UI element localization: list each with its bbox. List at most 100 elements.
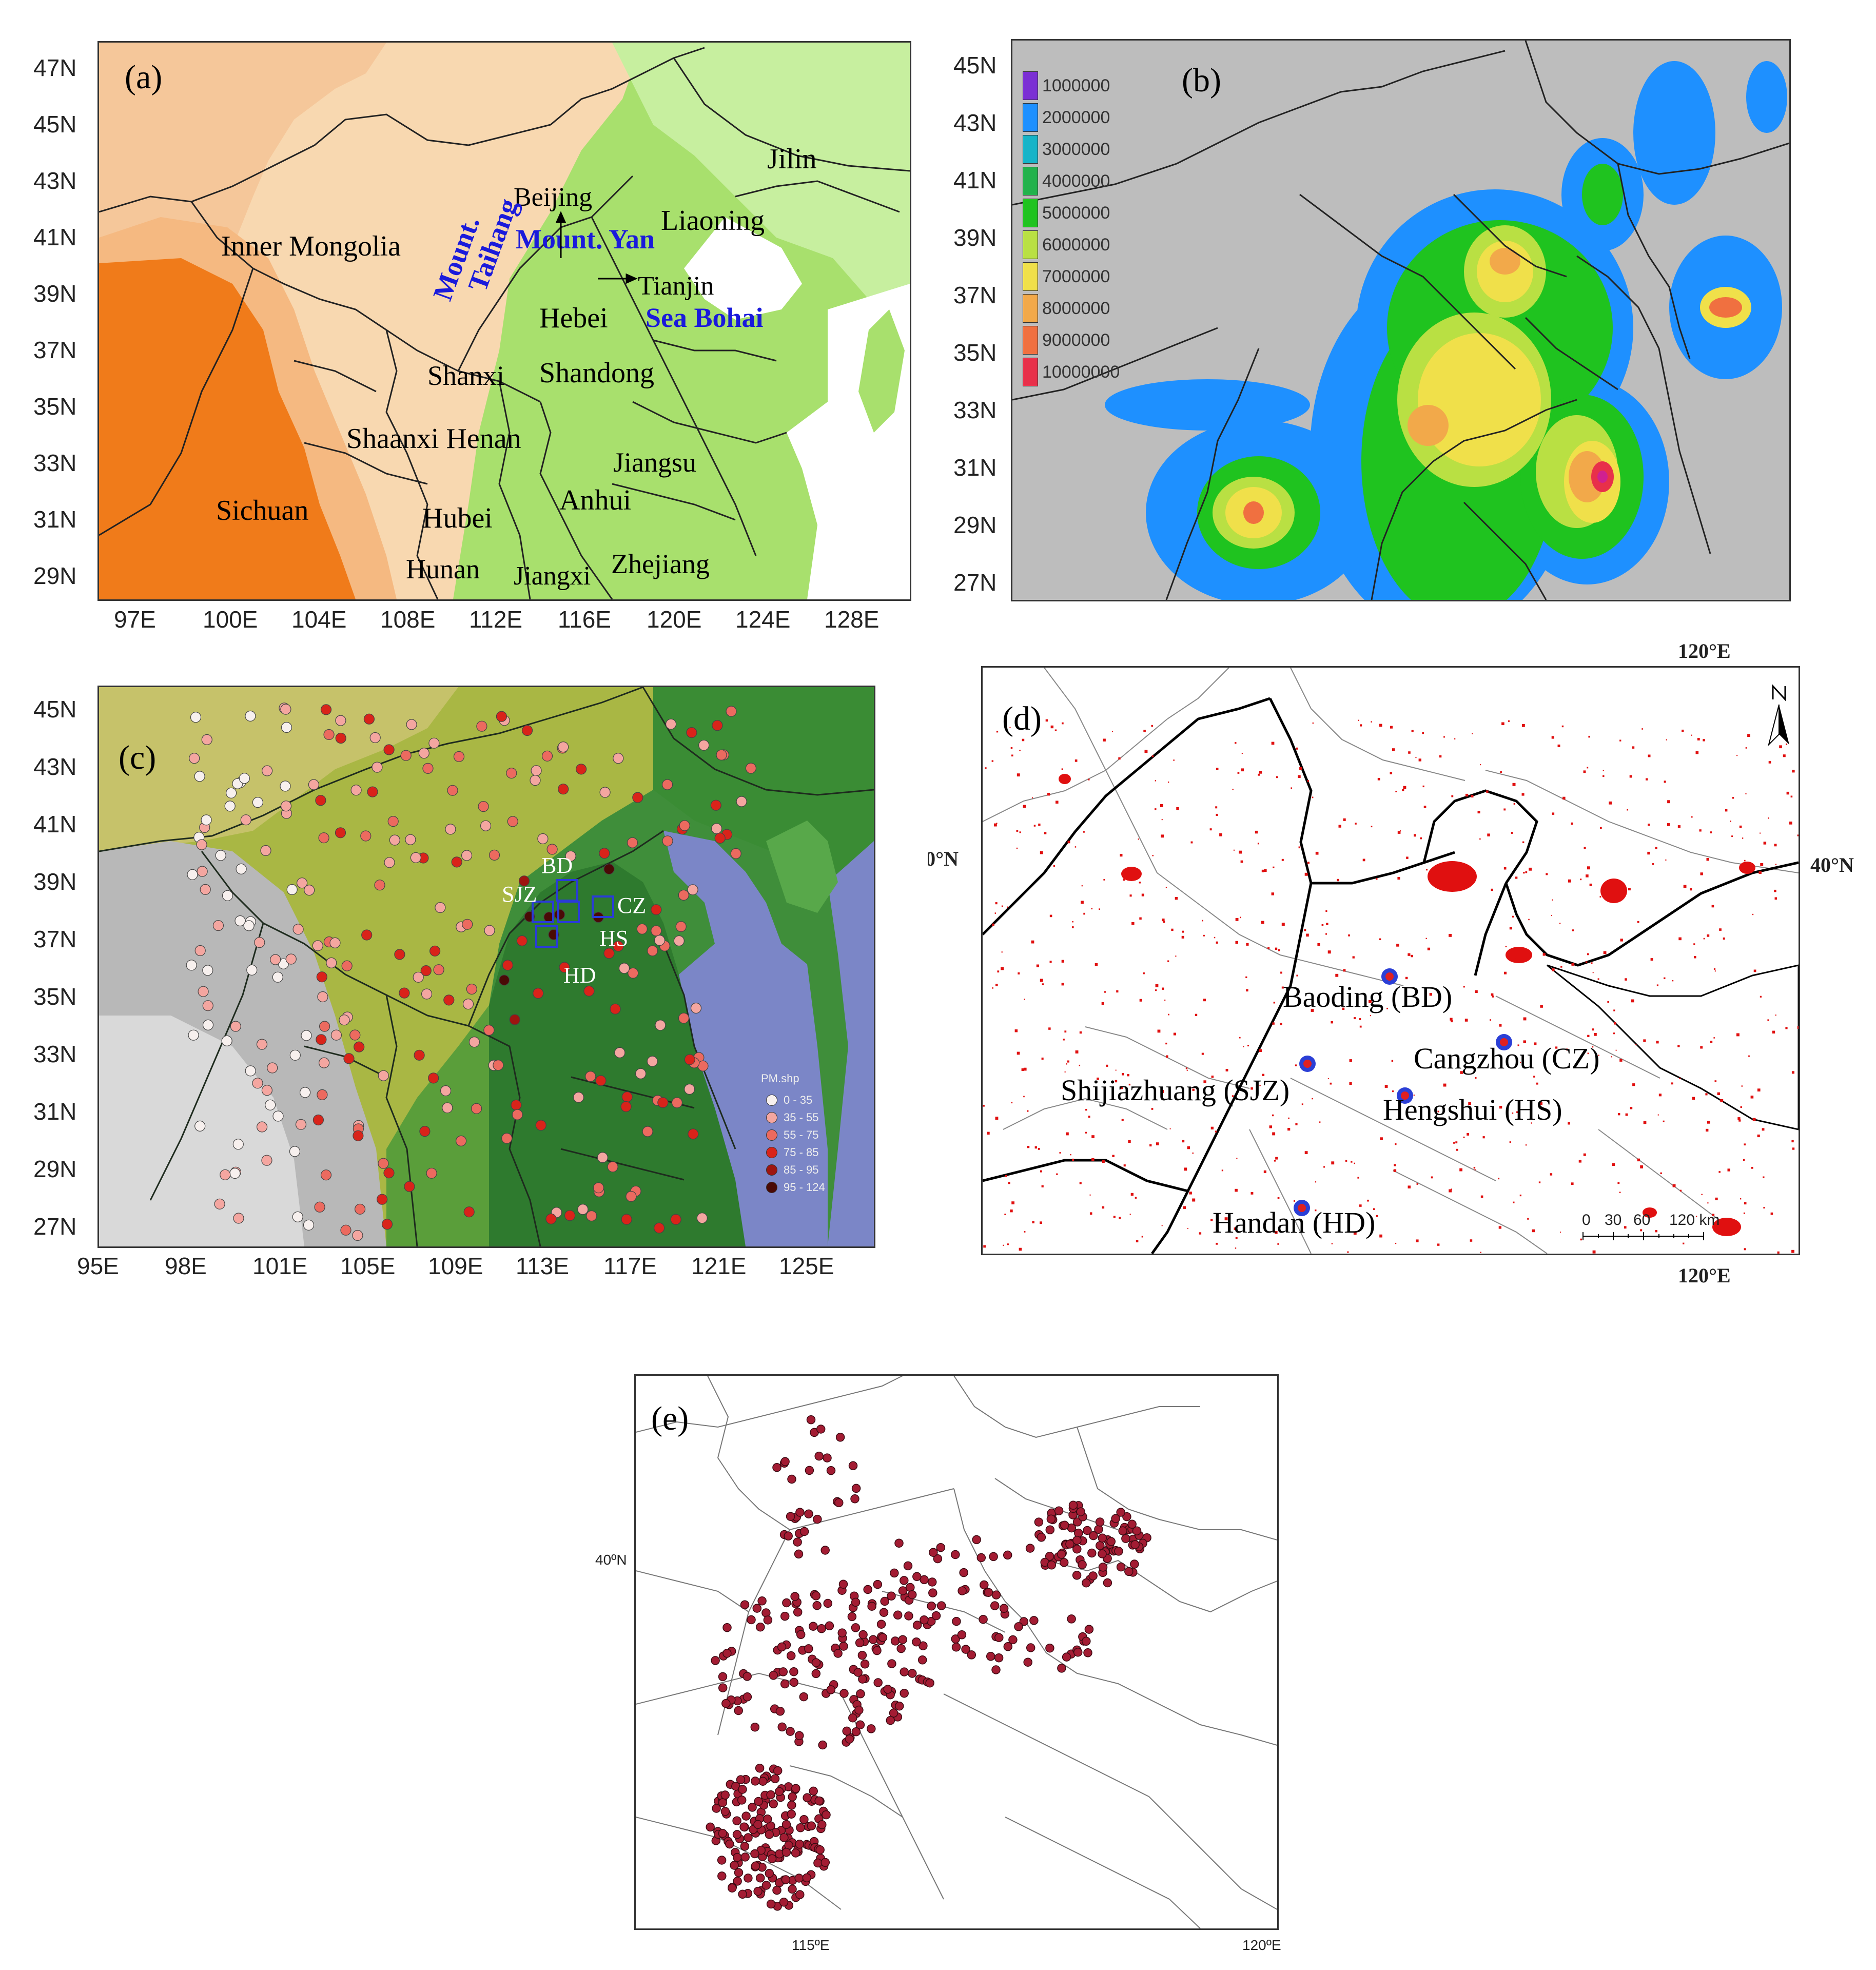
urban-speck [1155,989,1157,991]
urban-speck [1269,1125,1272,1128]
urban-speck [1062,722,1064,725]
label-jiangsu: Jiangsu [613,447,696,478]
urban-speck [1700,1046,1703,1049]
urban-speck [1707,1121,1710,1124]
pm-site-dot [662,835,673,847]
urban-speck [1010,747,1013,749]
city-label-sjz: Shijiazhuang (SJZ) [1061,1074,1290,1107]
legend-swatch [1023,71,1038,100]
pm-site-dot [535,1120,546,1131]
pm-site-dot [265,1099,276,1110]
urban-speck [1561,725,1564,728]
urban-speck [1112,1155,1115,1157]
urban-speck [1352,956,1355,959]
pm-site-dot [686,727,697,738]
pm-site-dot [466,983,477,995]
urban-speck [1295,1064,1297,1066]
c-lat-tick-37N: 37N [33,926,77,952]
station-dot [791,1848,800,1858]
station-dot [777,1642,787,1652]
legend-swatch [1023,358,1038,386]
urban-speck [1185,1067,1188,1069]
pm-site-dot [410,852,422,863]
station-dot [886,1715,895,1725]
urban-speck [1643,1121,1647,1124]
legend-entry-8000000: 8000000 [1023,294,1110,323]
urban-speck [1568,879,1571,883]
urban-speck [1121,1119,1124,1121]
urban-speck [1655,847,1657,849]
station-dot [858,1674,867,1684]
urban-speck [1783,754,1786,757]
urban-speck [1774,844,1777,847]
station-dot [857,1650,867,1660]
urban-speck [1330,1082,1332,1085]
station-dot [933,1554,943,1564]
urban-speck [1499,1024,1502,1027]
station-dot [772,1462,781,1472]
urban-speck [1017,773,1020,777]
pm-site-dot [319,1021,330,1032]
urban-speck [1699,829,1702,832]
pm-site-dot [295,1119,307,1130]
station-dot [795,1890,805,1899]
urban-speck [1603,951,1607,954]
urban-speck [1070,1154,1071,1156]
urban-speck [1666,739,1667,740]
urban-speck [1400,830,1401,832]
station-dot [804,1644,813,1653]
station-dot [802,1873,812,1883]
urban-speck [1501,722,1504,726]
station-dot [734,1706,743,1715]
pm-site-dot [443,994,455,1006]
station-dot [815,1845,825,1855]
c-lat-tick-39N: 39N [33,868,77,895]
urban-speck [1792,1147,1795,1150]
pm-site-dot [256,1039,268,1050]
legend-swatch [1023,230,1038,259]
urban-speck [1130,1193,1134,1196]
urban-speck [1331,1021,1333,1024]
urban-speck [1552,899,1553,901]
station-dot [1103,1578,1112,1588]
station-dot [839,1689,849,1698]
station-dot [1083,1648,1092,1657]
pm-site-dot [678,1012,690,1024]
urban-speck [1106,1064,1108,1067]
urban-speck [1455,1141,1458,1144]
urban-speck [1391,1060,1394,1062]
station-dot [887,1591,896,1601]
station-dot [873,1678,883,1687]
b-lat-tick-35N: 35N [953,339,997,366]
pm-legend-entry: 35 - 55 [766,1111,819,1124]
emission-map-b [1012,41,1789,600]
station-dot [766,1899,776,1909]
urban-speck [1061,983,1064,986]
panel-b-label: (b) [1182,62,1221,99]
pm-site-dot [240,814,251,826]
scale-bar [1582,1232,1704,1240]
station-dot [925,1678,934,1688]
urban-speck [1635,1044,1637,1045]
station-dot [733,1852,742,1862]
station-dot [825,1621,834,1631]
pm-legend-title: PM.shp [761,1072,799,1085]
pm-site-dot [711,823,722,834]
urban-speck [1081,901,1084,904]
urban-speck [1088,1116,1090,1118]
urban-speck [1460,1071,1463,1074]
station-dot [803,1793,812,1803]
urban-speck [1171,928,1174,931]
pm-site-dot [603,864,615,875]
urban-speck [1192,1088,1195,1091]
station-dot [799,1815,809,1824]
urban-speck [1712,1214,1715,1216]
pm-site-dot [186,960,197,971]
urban-speck [1127,1074,1129,1077]
a-lat-tick-39N: 39N [33,280,77,307]
station-dot [784,1531,793,1541]
urban-speck [1024,999,1025,1000]
urban-speck [1777,1251,1780,1254]
b-lat-tick-41N: 41N [953,167,997,193]
pm-site-dot [315,795,326,806]
